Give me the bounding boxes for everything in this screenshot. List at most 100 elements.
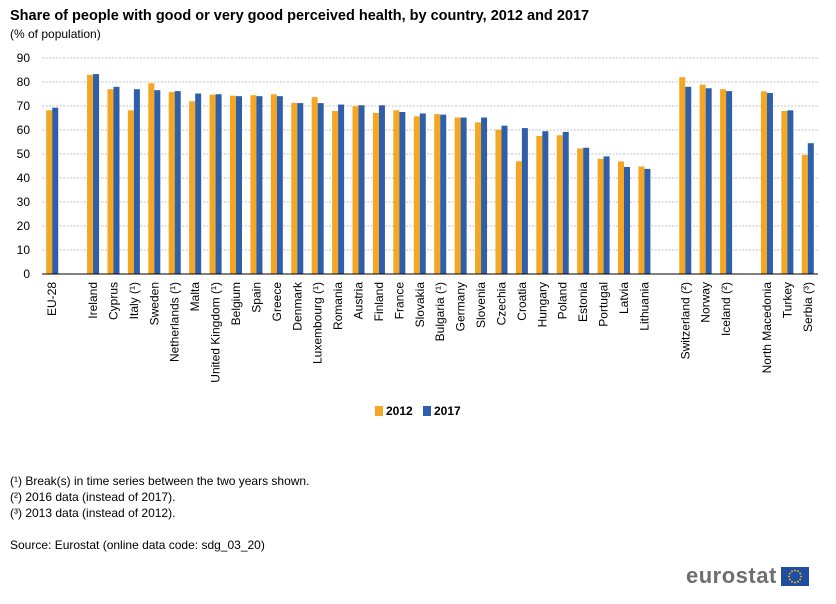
bar-2012	[577, 148, 584, 274]
bar-chart: 0 10 20 30 40 50 60 70 80 90 EU-28 Ireland Cyprus It…	[17, 51, 818, 418]
bar-2012	[250, 95, 257, 274]
bar-2012	[107, 89, 114, 274]
y-tick-label: 90	[17, 51, 31, 65]
bar-2017	[481, 117, 488, 275]
category-label: Czechia	[494, 282, 508, 326]
bar-2017	[297, 103, 304, 275]
legend-swatch-2012	[375, 406, 383, 416]
bar-2017	[583, 147, 590, 274]
bars	[46, 74, 814, 275]
bar-2017	[113, 86, 120, 274]
bar-2017	[521, 128, 528, 274]
y-tick-label: 60	[17, 123, 31, 137]
bar-2012	[46, 110, 53, 274]
y-tick-label: 10	[17, 243, 31, 257]
bar-2012	[413, 116, 420, 274]
bar-2017	[338, 104, 345, 274]
category-label: North Macedonia	[760, 282, 774, 374]
bar-2017	[154, 90, 161, 274]
category-label: Italy (¹)	[127, 282, 141, 319]
bar-2017	[726, 91, 733, 275]
category-label: Bulgaria (¹)	[433, 282, 447, 341]
bar-2017	[644, 168, 651, 274]
category-label: Latvia	[617, 282, 631, 314]
bar-2012	[209, 94, 216, 274]
bar-2017	[215, 94, 222, 275]
bar-2012	[168, 92, 175, 274]
bar-2012	[189, 101, 196, 274]
category-label: Greece	[270, 282, 284, 322]
category-label: Croatia	[515, 282, 529, 321]
footnote: (³) 2013 data (instead of 2012).	[10, 506, 176, 520]
legend-label-2012: 2012	[386, 404, 413, 418]
bar-2012	[618, 161, 624, 274]
bar-2012	[87, 74, 94, 274]
bar-2012	[720, 89, 727, 274]
legend: 2012 2017	[375, 404, 461, 418]
footnote: (¹) Break(s) in time series between the …	[10, 474, 310, 488]
bar-2017	[378, 105, 385, 274]
bar-2012	[556, 135, 563, 274]
category-label: Netherlands (¹)	[168, 282, 182, 362]
category-label: France	[392, 282, 406, 320]
bar-2017	[542, 131, 549, 274]
bar-2017	[93, 74, 100, 274]
bar-2012	[638, 166, 645, 274]
bar-2012	[311, 97, 318, 275]
logo-text: eurostat	[686, 563, 777, 588]
category-label: Poland	[556, 282, 570, 319]
footnote: (²) 2016 data (instead of 2017).	[10, 490, 176, 504]
bar-2017	[807, 143, 814, 274]
category-label: Romania	[331, 282, 345, 330]
bar-2012	[127, 110, 134, 274]
bar-2012	[332, 111, 339, 274]
category-label: Iceland (²)	[719, 282, 733, 336]
bar-2017	[133, 89, 140, 274]
bar-2012	[597, 158, 604, 274]
category-label: EU-28	[45, 282, 59, 316]
bar-2012	[352, 106, 359, 275]
bar-2017	[685, 86, 692, 274]
category-label: Sweden	[147, 282, 161, 325]
bar-2017	[705, 88, 712, 275]
bar-2017	[256, 96, 263, 274]
bar-2017	[460, 117, 467, 275]
bar-2017	[276, 96, 283, 274]
category-label: Estonia	[576, 282, 590, 322]
bar-2017	[52, 107, 59, 275]
bar-2012	[760, 91, 767, 274]
footnotes: (¹) Break(s) in time series between the …	[10, 473, 309, 521]
category-label: Belgium	[229, 282, 243, 325]
category-label: United Kingdom (¹)	[209, 282, 223, 383]
bar-2012	[801, 154, 808, 274]
bar-2012	[495, 129, 502, 274]
y-tick-label: 30	[17, 195, 31, 209]
bar-2012	[699, 84, 706, 274]
bar-2017	[624, 166, 630, 274]
bar-2017	[603, 156, 610, 274]
bar-2017	[787, 110, 794, 274]
bar-2017	[562, 131, 569, 274]
bar-2012	[393, 110, 400, 274]
category-label: Portugal	[597, 282, 611, 327]
category-label: Slovakia	[413, 282, 427, 328]
category-label: Austria	[352, 282, 366, 320]
category-label: Germany	[454, 282, 468, 331]
bar-2017	[317, 103, 324, 275]
category-label: Spain	[249, 282, 263, 313]
bar-2017	[399, 112, 406, 274]
bar-2012	[270, 94, 277, 275]
y-tick-label: 70	[17, 99, 31, 113]
bar-2012	[291, 102, 298, 274]
bar-2017	[174, 91, 181, 275]
category-label: Slovenia	[474, 282, 488, 328]
y-tick-label: 20	[17, 219, 31, 233]
y-axis-ticks: 0 10 20 30 40 50 60 70 80 90	[17, 51, 31, 281]
bar-2012	[434, 114, 441, 274]
bar-2012	[515, 161, 522, 274]
y-tick-label: 0	[23, 267, 30, 281]
eu-flag-icon	[780, 566, 809, 586]
category-label: Finland	[372, 282, 386, 321]
bar-2017	[358, 105, 365, 274]
chart-subtitle: (% of population)	[10, 27, 101, 41]
